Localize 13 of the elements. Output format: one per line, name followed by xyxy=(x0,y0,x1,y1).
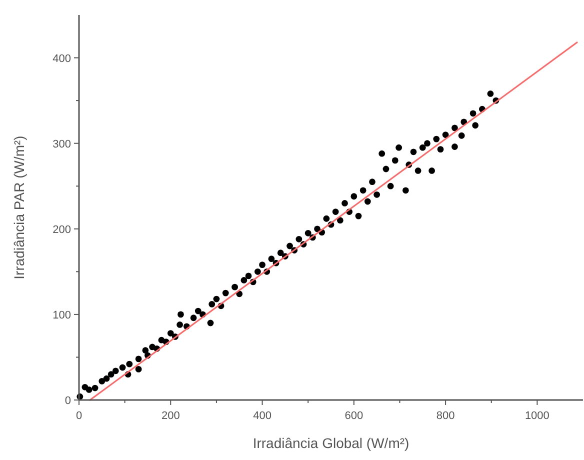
x-axis-title: Irradiância Global (W/m²) xyxy=(252,435,410,451)
x-tick-label: 1000 xyxy=(524,410,550,422)
y-tick-label: 400 xyxy=(52,52,71,65)
y-tick-label: 200 xyxy=(52,224,71,236)
x-tick-label: 0 xyxy=(76,410,82,422)
y-tick-label: 0 xyxy=(64,395,71,407)
x-tick-label: 800 xyxy=(436,410,455,422)
x-tick-label: 600 xyxy=(344,410,364,422)
y-axis-title: Irradiância PAR (W/m²) xyxy=(11,136,27,280)
y-tick-label: 100 xyxy=(52,309,71,322)
x-tick-label: 400 xyxy=(253,410,272,422)
y-tick-label: 300 xyxy=(52,138,71,150)
x-tick-label: 200 xyxy=(161,410,180,422)
